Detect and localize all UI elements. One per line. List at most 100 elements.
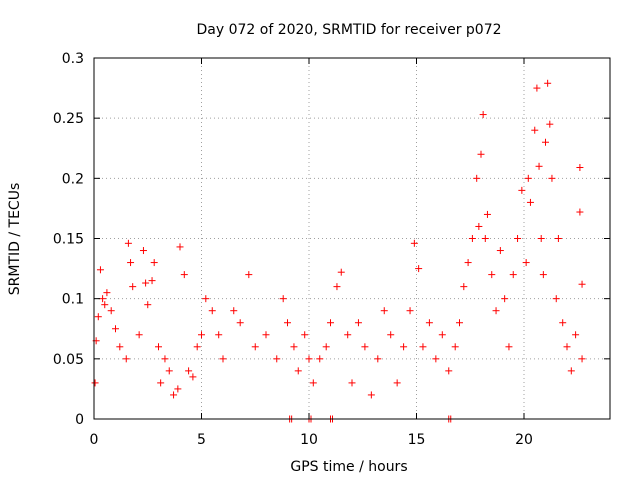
data-point (219, 355, 227, 363)
y-tick-label: 0 (75, 412, 84, 428)
y-tick-label: 0.15 (53, 232, 84, 248)
data-point (185, 367, 193, 375)
data-point (578, 280, 586, 288)
data-point (279, 295, 287, 303)
data-point (180, 271, 188, 279)
data-point (481, 235, 489, 242)
y-tick-label: 0.25 (53, 111, 84, 127)
data-point (284, 319, 291, 327)
data-point (144, 301, 152, 309)
data-point (501, 295, 509, 303)
data-point (176, 243, 184, 251)
data-point (94, 313, 102, 321)
data-point (361, 343, 369, 351)
data-point (432, 355, 440, 363)
data-point (135, 331, 143, 339)
data-point (473, 174, 481, 182)
data-point (122, 355, 130, 363)
data-point (107, 307, 115, 315)
data-point (305, 355, 313, 363)
data-point (488, 271, 496, 279)
data-point (189, 373, 197, 381)
data-point (367, 391, 375, 399)
data-point (148, 277, 156, 285)
data-point (535, 162, 543, 170)
data-point (301, 331, 309, 339)
data-point (101, 301, 109, 309)
data-point (438, 331, 446, 339)
y-tick-label: 0.3 (62, 51, 84, 67)
data-point (393, 379, 401, 387)
data-point (576, 164, 584, 172)
data-point (333, 283, 341, 291)
data-point (337, 268, 345, 276)
data-point (524, 174, 532, 182)
data-point (251, 343, 259, 351)
data-point (208, 307, 216, 315)
data-point (112, 325, 119, 333)
y-tick-label: 0.2 (62, 171, 84, 187)
data-point (559, 319, 567, 327)
data-point (468, 235, 476, 242)
data-point (464, 259, 472, 267)
data-point (150, 259, 158, 267)
data-point (460, 283, 468, 291)
data-point (174, 385, 182, 393)
data-point (415, 265, 423, 273)
data-point (479, 111, 487, 119)
data-point (400, 343, 408, 351)
data-point (139, 247, 147, 255)
data-point (410, 239, 418, 247)
data-point (202, 295, 210, 303)
x-tick-label: 20 (515, 432, 533, 448)
data-point (505, 343, 513, 351)
data-point (215, 331, 223, 339)
data-point (161, 355, 169, 363)
data-point (142, 279, 150, 287)
data-point (483, 210, 491, 218)
x-tick-label: 5 (197, 432, 206, 448)
data-point (198, 331, 205, 339)
data-point (548, 174, 556, 182)
data-point (129, 283, 137, 291)
data-point (262, 331, 270, 339)
data-point (475, 222, 483, 230)
data-point (567, 367, 575, 375)
data-point (563, 343, 571, 351)
data-point (445, 367, 453, 375)
data-point (354, 319, 362, 327)
data-point (170, 391, 178, 399)
data-point (546, 120, 554, 128)
x-tick-label: 0 (90, 432, 99, 448)
x-tick-label: 10 (300, 432, 318, 448)
data-point (273, 355, 281, 363)
data-point (322, 343, 330, 351)
data-point (552, 295, 560, 303)
data-point (193, 343, 201, 351)
data-point (165, 367, 173, 375)
data-point (348, 379, 356, 387)
data-point (576, 208, 584, 216)
data-point (539, 271, 547, 279)
data-point (387, 331, 395, 339)
data-point (230, 307, 238, 315)
data-point (533, 84, 541, 92)
data-point (91, 379, 99, 387)
data-point (290, 343, 298, 351)
data-point (509, 271, 517, 279)
data-point (309, 379, 317, 387)
data-point (542, 138, 549, 146)
data-point (155, 343, 162, 351)
data-point (103, 289, 111, 297)
data-point (492, 307, 500, 315)
data-point (344, 331, 352, 339)
data-point (496, 247, 504, 255)
y-tick-label: 0.1 (62, 292, 84, 308)
data-point (572, 331, 580, 339)
data-point (451, 343, 459, 351)
data-point (537, 235, 545, 242)
data-point (554, 235, 562, 242)
x-tick-label: 15 (408, 432, 426, 448)
data-point (116, 343, 124, 351)
